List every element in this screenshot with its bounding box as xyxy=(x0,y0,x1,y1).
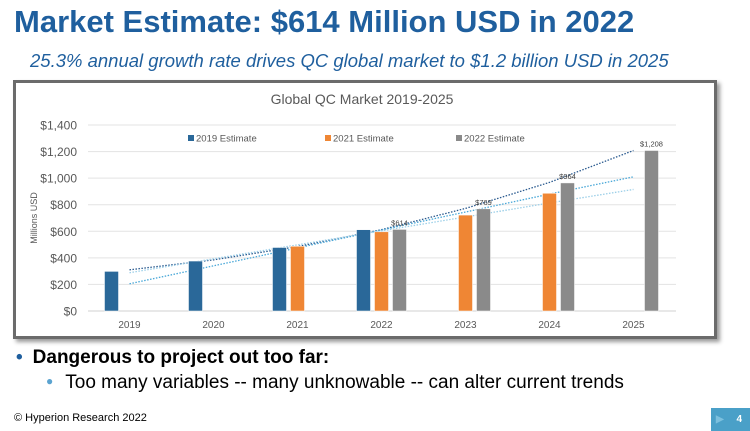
y-tick-label: $1,200 xyxy=(40,145,77,159)
x-tick-label: 2022 xyxy=(370,320,393,331)
legend-swatch xyxy=(456,135,462,141)
bar-2021-estimate xyxy=(542,193,557,312)
bullet-main: • Dangerous to project out too far: xyxy=(16,347,329,369)
slide-number-badge: ▶ 4 xyxy=(711,408,750,431)
slide-number: 4 xyxy=(736,414,742,425)
slide-title: Market Estimate: $614 Million USD in 202… xyxy=(14,4,635,39)
data-label: $769 xyxy=(475,198,492,207)
bar-2019-estimate xyxy=(104,271,119,312)
bar-2022-estimate xyxy=(392,229,407,312)
trendline xyxy=(129,149,634,271)
x-tick-label: 2020 xyxy=(202,320,225,331)
bar-2019-estimate xyxy=(356,229,371,312)
bar-2019-estimate xyxy=(272,247,287,312)
x-tick-label: 2019 xyxy=(118,320,141,331)
bar-2022-estimate xyxy=(560,182,575,312)
x-tick-label: 2024 xyxy=(538,320,561,331)
y-axis-label: Millions USD xyxy=(29,192,39,244)
trendline xyxy=(129,188,634,274)
x-tick-label: 2025 xyxy=(622,320,645,331)
bar-2021-estimate xyxy=(374,231,389,312)
bullet-sub-text: Too many variables -- many unknowable --… xyxy=(65,372,624,393)
footer-copyright: © Hyperion Research 2022 xyxy=(14,412,147,424)
bullet-dot-icon: ● xyxy=(46,374,54,388)
x-tick-label: 2021 xyxy=(286,320,309,331)
y-tick-label: $600 xyxy=(50,225,77,239)
y-tick-label: $400 xyxy=(50,251,77,265)
bar-2019-estimate xyxy=(188,260,203,312)
play-arrow-icon: ▶ xyxy=(716,414,724,425)
y-tick-label: $800 xyxy=(50,198,77,212)
legend-swatch xyxy=(325,135,331,141)
legend-label: 2022 Estimate xyxy=(464,134,525,145)
legend-swatch xyxy=(188,135,194,141)
slide-subtitle: 25.3% annual growth rate drives QC globa… xyxy=(30,50,669,71)
bar-2022-estimate xyxy=(476,208,491,312)
y-tick-label: $1,000 xyxy=(40,172,77,186)
bar-2021-estimate xyxy=(458,214,473,312)
bar-2022-estimate xyxy=(644,150,659,312)
data-label: $614 xyxy=(391,218,408,227)
legend-label: 2019 Estimate xyxy=(196,134,257,145)
y-tick-label: $200 xyxy=(50,278,77,292)
x-tick-label: 2023 xyxy=(454,320,477,331)
bar-2021-estimate xyxy=(290,246,305,312)
y-tick-label: $0 xyxy=(64,305,78,319)
data-label: $964 xyxy=(559,172,576,181)
chart-title: Global QC Market 2019-2025 xyxy=(271,91,454,107)
y-tick-label: $1,400 xyxy=(40,119,77,133)
data-label: $1,208 xyxy=(640,140,663,149)
bullet-dot-icon: • xyxy=(16,347,23,368)
legend-label: 2021 Estimate xyxy=(333,134,394,145)
bullet-main-text: Dangerous to project out too far: xyxy=(32,347,330,368)
bullet-sub: ● Too many variables -- many unknowable -… xyxy=(46,372,624,394)
